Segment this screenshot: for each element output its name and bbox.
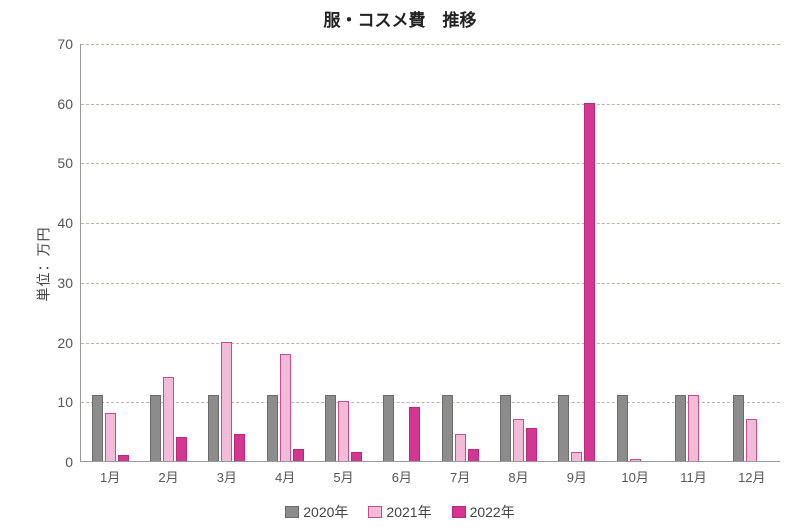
- bar: [584, 103, 595, 461]
- bar: [280, 354, 291, 461]
- x-tick-label: 12月: [723, 467, 781, 486]
- bar: [293, 449, 304, 461]
- x-tick-label: 2月: [139, 467, 197, 486]
- legend-label: 2021年: [386, 502, 431, 522]
- bar-group: [323, 395, 365, 461]
- bar-group: [731, 395, 773, 461]
- bar-group: [264, 354, 306, 461]
- bar-group: [206, 342, 248, 461]
- y-tick-label: 70: [33, 36, 73, 52]
- y-tick-label: 40: [33, 215, 73, 231]
- bar: [688, 395, 699, 461]
- y-tick-label: 50: [33, 155, 73, 171]
- legend-swatch: [285, 506, 299, 518]
- bar-group: [556, 103, 598, 461]
- bar-group: [439, 395, 481, 461]
- y-tick-label: 10: [33, 394, 73, 410]
- y-tick-label: 0: [33, 454, 73, 470]
- bar: [526, 428, 537, 461]
- legend-item: 2020年: [285, 502, 348, 522]
- y-tick-label: 60: [33, 96, 73, 112]
- chart-container: 服・コスメ費 推移 単位：万円 0102030405060701月2月3月4月5…: [0, 0, 800, 528]
- gridline: [81, 163, 780, 164]
- bar: [455, 434, 466, 461]
- bar: [234, 434, 245, 461]
- gridline: [81, 44, 780, 45]
- legend-swatch: [452, 506, 466, 518]
- bar-group: [89, 395, 131, 461]
- bar: [733, 395, 744, 461]
- x-tick-label: 3月: [198, 467, 256, 486]
- bar-group: [148, 377, 190, 461]
- gridline: [81, 283, 780, 284]
- bar: [513, 419, 524, 461]
- x-tick-label: 9月: [548, 467, 606, 486]
- bar: [617, 395, 628, 461]
- bar-group: [381, 395, 423, 461]
- x-tick-label: 4月: [256, 467, 314, 486]
- gridline: [81, 104, 780, 105]
- bar: [409, 407, 420, 461]
- bar: [118, 455, 129, 461]
- legend: 2020年 2021年 2022年: [0, 502, 800, 522]
- bar: [208, 395, 219, 461]
- bar: [92, 395, 103, 461]
- bar: [630, 459, 641, 461]
- gridline: [81, 343, 780, 344]
- legend-item: 2021年: [368, 502, 431, 522]
- legend-label: 2022年: [470, 502, 515, 522]
- bar: [675, 395, 686, 461]
- bar-group: [498, 395, 540, 461]
- bar: [221, 342, 232, 461]
- bar: [176, 437, 187, 461]
- bar: [105, 413, 116, 461]
- x-tick-label: 6月: [373, 467, 431, 486]
- x-tick-label: 5月: [314, 467, 372, 486]
- x-tick-label: 8月: [489, 467, 547, 486]
- chart-title: 服・コスメ費 推移: [0, 6, 800, 31]
- bar: [442, 395, 453, 461]
- y-tick-label: 30: [33, 275, 73, 291]
- gridline: [81, 223, 780, 224]
- bar-group: [614, 395, 656, 461]
- bar: [267, 395, 278, 461]
- bar: [351, 452, 362, 461]
- bar: [746, 419, 757, 461]
- bar-group: [673, 395, 715, 461]
- x-tick-label: 7月: [431, 467, 489, 486]
- bar: [383, 395, 394, 461]
- legend-label: 2020年: [303, 502, 348, 522]
- bar: [558, 395, 569, 461]
- x-tick-label: 10月: [606, 467, 664, 486]
- bar: [325, 395, 336, 461]
- bar: [163, 377, 174, 461]
- y-tick-label: 20: [33, 335, 73, 351]
- legend-swatch: [368, 506, 382, 518]
- plot-area: 0102030405060701月2月3月4月5月6月7月8月9月10月11月1…: [80, 44, 780, 462]
- bar: [571, 452, 582, 461]
- bar: [500, 395, 511, 461]
- x-tick-label: 11月: [664, 467, 722, 486]
- bar: [468, 449, 479, 461]
- x-tick-label: 1月: [81, 467, 139, 486]
- bar: [150, 395, 161, 461]
- bar: [338, 401, 349, 461]
- legend-item: 2022年: [452, 502, 515, 522]
